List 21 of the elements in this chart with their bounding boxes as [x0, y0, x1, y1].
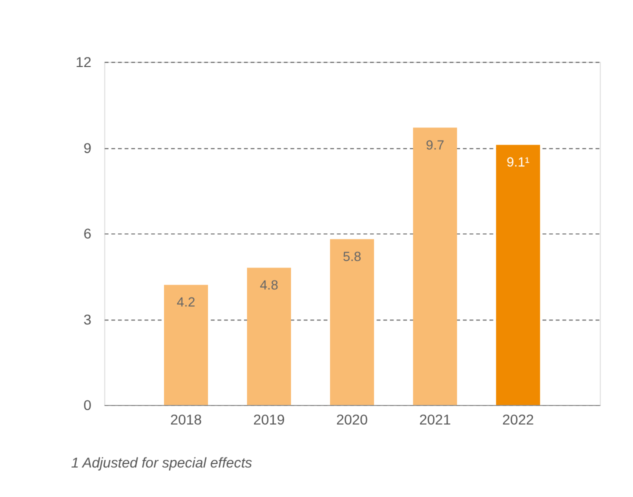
- data-label: 4.8: [260, 278, 278, 293]
- bar: [247, 268, 292, 405]
- x-tick-label: 2020: [336, 412, 368, 428]
- x-tick-label: 2022: [502, 412, 534, 428]
- y-tick-label: 3: [84, 312, 92, 328]
- data-label: 9.1¹: [506, 154, 530, 170]
- bar: [496, 144, 540, 405]
- data-label: 4.2: [176, 294, 196, 310]
- x-tick-label: 2019: [253, 412, 285, 428]
- bar: [164, 284, 208, 405]
- bar: [413, 128, 458, 405]
- y-tick-label: 12: [76, 55, 92, 72]
- bar: [330, 239, 374, 405]
- x-tick-label: 2018: [170, 412, 202, 428]
- data-label: 9.7: [426, 137, 444, 152]
- text: 1 Adjusted for special effects: [71, 456, 252, 472]
- y-tick-label: 9: [84, 140, 92, 157]
- y-tick-label: 0: [84, 398, 92, 414]
- y-tick-label: 6: [84, 226, 92, 243]
- x-tick-label: 2021: [419, 412, 451, 428]
- data-label: 5.8: [342, 248, 362, 264]
